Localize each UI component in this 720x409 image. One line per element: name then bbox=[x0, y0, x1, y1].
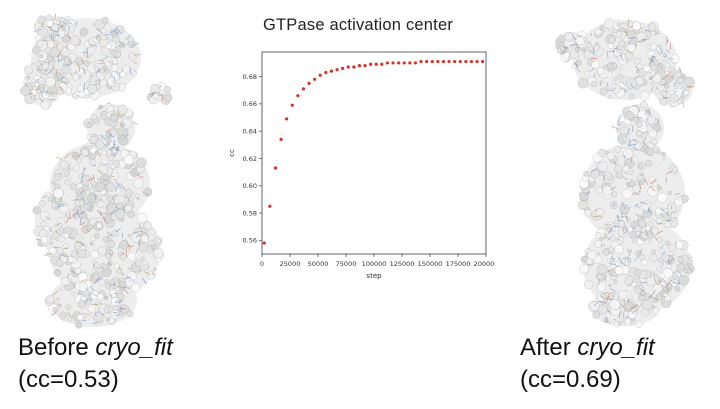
svg-text:0.56: 0.56 bbox=[243, 237, 257, 245]
x-axis-label: step bbox=[366, 272, 382, 280]
svg-text:0: 0 bbox=[260, 260, 264, 268]
svg-text:0.66: 0.66 bbox=[243, 100, 257, 108]
molecule-image-after bbox=[554, 18, 695, 329]
chart-axes: 0 25000 50000 75000 100000 125000 150000 175000… bbox=[243, 51, 494, 268]
svg-text:0.64: 0.64 bbox=[243, 127, 257, 135]
svg-text:75000: 75000 bbox=[336, 260, 357, 268]
svg-text:0.60: 0.60 bbox=[243, 182, 257, 190]
caption-after: After cryo_fit (cc=0.69) bbox=[520, 332, 655, 395]
svg-text:0.62: 0.62 bbox=[243, 155, 257, 163]
caption-before-italic: cryo_fit bbox=[95, 334, 173, 361]
svg-text:175000: 175000 bbox=[446, 260, 471, 268]
caption-before-line2: (cc=0.53) bbox=[18, 365, 119, 393]
caption-after-prefix: After bbox=[520, 334, 578, 361]
svg-text:125000: 125000 bbox=[390, 260, 415, 268]
caption-after-italic: cryo_fit bbox=[577, 334, 655, 361]
svg-text:25000: 25000 bbox=[280, 260, 301, 268]
scatter-points bbox=[262, 59, 485, 245]
caption-after-line1: After cryo_fit bbox=[520, 332, 655, 364]
svg-text:150000: 150000 bbox=[418, 260, 443, 268]
svg-text:0.58: 0.58 bbox=[243, 209, 257, 217]
y-axis-label: cc bbox=[228, 149, 236, 157]
chart-title: GTPase activation center bbox=[262, 16, 454, 34]
caption-before-line1: Before cryo_fit bbox=[18, 332, 173, 364]
svg-text:100000: 100000 bbox=[362, 260, 387, 268]
molecule-image-before bbox=[20, 13, 173, 329]
svg-text:0.68: 0.68 bbox=[243, 73, 257, 81]
caption-before-prefix: Before bbox=[18, 334, 96, 361]
svg-text:50000: 50000 bbox=[308, 260, 329, 268]
caption-before: Before cryo_fit (cc=0.53) bbox=[18, 332, 173, 395]
cc-vs-step-chart: 0 25000 50000 75000 100000 125000 150000 175000… bbox=[228, 51, 494, 280]
caption-after-line2: (cc=0.69) bbox=[520, 365, 621, 393]
